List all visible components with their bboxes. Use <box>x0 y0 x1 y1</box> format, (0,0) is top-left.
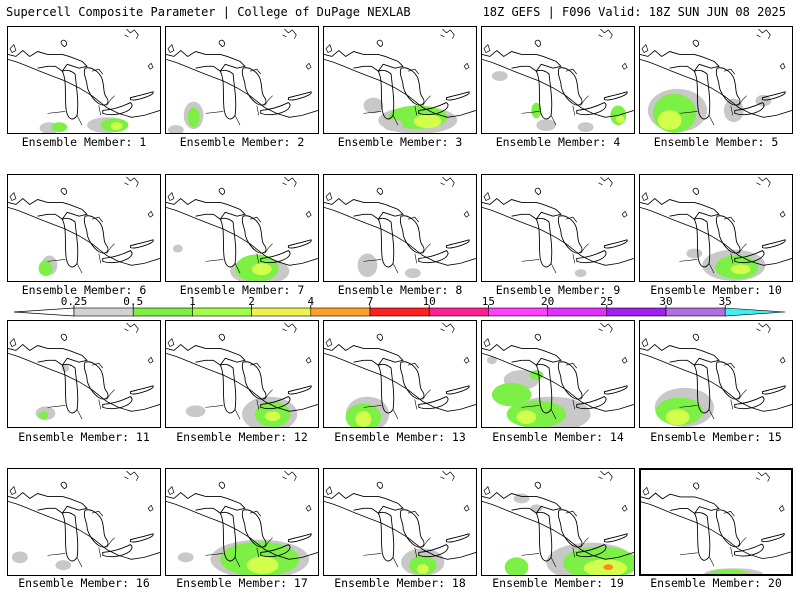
ensemble-member-panel-14[interactable] <box>481 320 635 428</box>
legend-color-bin <box>547 307 608 317</box>
legend-tick-label: 0.5 <box>123 295 143 308</box>
ensemble-member-label: Ensemble Member: 18 <box>334 576 466 590</box>
ensemble-member-panel-12[interactable] <box>165 320 319 428</box>
member-map <box>166 322 318 427</box>
member-map <box>640 28 792 133</box>
member-map <box>482 322 634 427</box>
legend-color-bin <box>428 307 489 317</box>
legend-color-bin <box>488 307 548 317</box>
ensemble-member-panel-6[interactable] <box>7 174 161 282</box>
ensemble-member-panel-19[interactable] <box>481 468 635 576</box>
ensemble-member-label: Ensemble Member: 13 <box>334 430 466 444</box>
legend-color-bin <box>606 307 667 317</box>
ensemble-member-panel-10[interactable] <box>639 174 793 282</box>
legend-tick-label: 4 <box>307 295 314 308</box>
legend-color-bin <box>310 307 371 317</box>
member-map <box>324 176 476 279</box>
ensemble-member-panel-1[interactable] <box>7 26 161 134</box>
legend-tick-label: 1 <box>189 295 196 308</box>
ensemble-member-panel-3[interactable] <box>323 26 477 134</box>
member-map <box>8 28 160 133</box>
member-map <box>640 176 792 281</box>
ensemble-member-label: Ensemble Member: 5 <box>653 135 779 149</box>
ensemble-member-label: Ensemble Member: 15 <box>650 430 782 444</box>
ensemble-member-panel-15[interactable] <box>639 320 793 428</box>
ensemble-member-label: Ensemble Member: 10 <box>650 283 782 297</box>
legend-tick-label: 2 <box>248 295 255 308</box>
ensemble-member-panel-20[interactable] <box>639 468 793 576</box>
legend-tick-label: 25 <box>600 295 613 308</box>
ensemble-member-panel-7[interactable] <box>165 174 319 282</box>
member-map <box>482 176 634 278</box>
ensemble-member-panel-11[interactable] <box>7 320 161 428</box>
legend-color-bin <box>192 307 252 317</box>
color-scale-legend: 0.25 0.5 1 2 4 7 10 15 20 25 30 35 <box>0 294 800 324</box>
ensemble-member-panel-18[interactable] <box>323 468 477 576</box>
ensemble-member-label: Ensemble Member: 9 <box>495 283 621 297</box>
legend-tick-label: 15 <box>482 295 495 308</box>
legend-underflow-arrow <box>13 307 75 317</box>
member-map <box>8 322 160 421</box>
ensemble-member-label: Ensemble Member: 14 <box>492 430 624 444</box>
run-valid-time: 18Z GEFS | F096 Valid: 18Z SUN JUN 08 20… <box>482 5 786 19</box>
legend-tick-label: 7 <box>367 295 374 308</box>
ensemble-member-panel-8[interactable] <box>323 174 477 282</box>
member-map <box>324 322 476 427</box>
ensemble-member-label: Ensemble Member: 3 <box>337 135 463 149</box>
legend-tick-label: 10 <box>423 295 436 308</box>
ensemble-member-panel-16[interactable] <box>7 468 161 576</box>
ensemble-member-panel-9[interactable] <box>481 174 635 282</box>
member-map <box>8 470 160 571</box>
legend-tick-label: 35 <box>719 295 732 308</box>
ensemble-member-label: Ensemble Member: 20 <box>650 576 782 590</box>
ensemble-member-panel-2[interactable] <box>165 26 319 134</box>
ensemble-member-label: Ensemble Member: 1 <box>21 135 147 149</box>
ensemble-member-label: Ensemble Member: 17 <box>176 576 308 590</box>
ensemble-member-panel-17[interactable] <box>165 468 319 576</box>
member-map <box>641 471 791 574</box>
member-map <box>482 28 634 133</box>
legend-tick-label: 30 <box>659 295 672 308</box>
ensemble-member-label: Ensemble Member: 8 <box>337 283 463 297</box>
member-map <box>324 470 476 575</box>
ensemble-member-panel-13[interactable] <box>323 320 477 428</box>
color-scale-bar: 0.25 0.5 1 2 4 7 10 15 20 25 30 35 <box>13 295 786 317</box>
legend-tick-label: 0.25 <box>61 295 88 308</box>
legend-color-bin <box>369 307 430 317</box>
ensemble-member-label: Ensemble Member: 19 <box>492 576 624 590</box>
ensemble-member-label: Ensemble Member: 16 <box>18 576 150 590</box>
ensemble-member-label: Ensemble Member: 6 <box>21 283 147 297</box>
ensemble-member-label: Ensemble Member: 2 <box>179 135 305 149</box>
ensemble-member-panel-4[interactable] <box>481 26 635 134</box>
ensemble-member-panel-5[interactable] <box>639 26 793 134</box>
legend-color-bin <box>132 307 193 317</box>
legend-overflow-arrow <box>724 307 786 317</box>
member-map <box>324 28 476 133</box>
legend-color-bin <box>251 307 312 317</box>
ensemble-member-label: Ensemble Member: 4 <box>495 135 621 149</box>
legend-tick-label: 20 <box>541 295 554 308</box>
member-map <box>640 322 792 427</box>
map-title: Supercell Composite Parameter | College … <box>6 5 411 19</box>
member-map <box>166 176 318 281</box>
ensemble-member-label: Ensemble Member: 12 <box>176 430 308 444</box>
member-map <box>166 28 318 133</box>
member-map <box>8 176 160 277</box>
legend-color-bin <box>665 307 726 317</box>
member-map <box>482 470 634 575</box>
member-map <box>166 470 318 575</box>
ensemble-member-label: Ensemble Member: 7 <box>179 283 305 297</box>
ensemble-member-label: Ensemble Member: 11 <box>18 430 150 444</box>
legend-color-bin <box>73 307 134 317</box>
